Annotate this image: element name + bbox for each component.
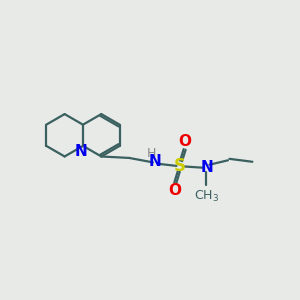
Text: O: O <box>179 134 192 149</box>
Text: CH$_3$: CH$_3$ <box>194 189 219 204</box>
Text: H: H <box>146 147 156 160</box>
Text: O: O <box>168 183 181 198</box>
Text: N: N <box>201 160 213 175</box>
Text: S: S <box>174 157 186 175</box>
Text: N: N <box>148 154 161 169</box>
Text: N: N <box>75 144 88 159</box>
